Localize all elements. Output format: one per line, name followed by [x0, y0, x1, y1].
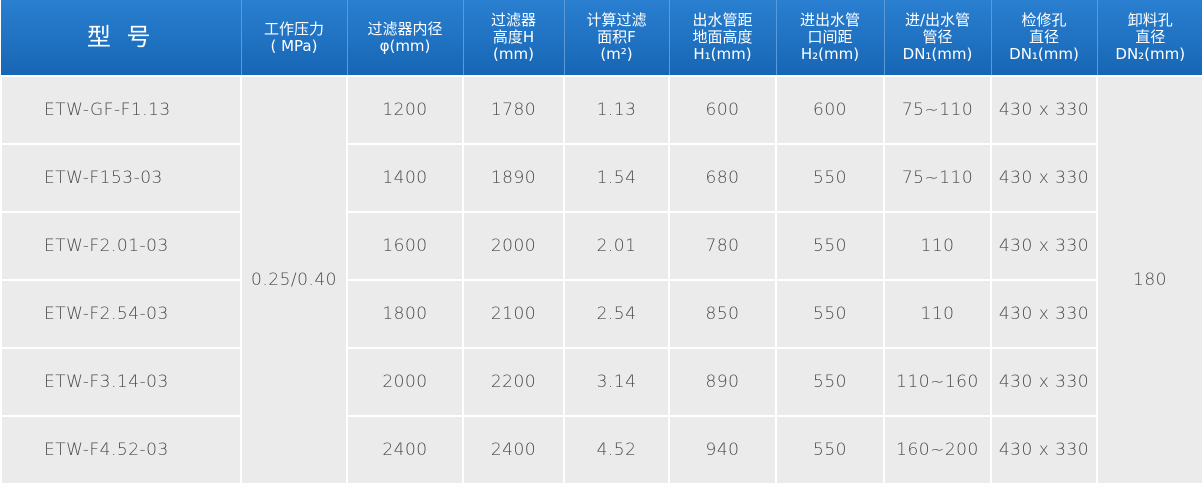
model-cell: ETW-F4.52-03 [0, 415, 242, 483]
model-cell: ETW-F3.14-03 [0, 347, 242, 417]
value-cell: 2400 [346, 415, 464, 483]
value-cell: 75~110 [883, 75, 992, 145]
value-cell: 2000 [346, 347, 464, 417]
header-line: DN₁(mm) [1009, 45, 1079, 63]
value-cell: 110 [883, 211, 992, 281]
value-cell: 160~200 [883, 415, 992, 483]
model-cell: ETW-F153-03 [0, 143, 242, 213]
header-cell: 进出水管 口间距 H₂(mm) [775, 0, 884, 76]
header-line: 工作压力 [263, 19, 324, 38]
value-cell: 780 [668, 211, 777, 281]
value-cell: 1.54 [563, 143, 670, 213]
header-line: 直径 [1028, 28, 1059, 46]
header-line: 检修孔 [1021, 11, 1067, 29]
value-cell: 550 [775, 211, 885, 281]
value-cell: 430 x 330 [990, 143, 1098, 213]
value-cell: 850 [668, 279, 777, 349]
header-line: φ(mm) [379, 36, 431, 55]
value-cell: 600 [668, 75, 777, 145]
header-line: H₂(mm) [800, 45, 860, 63]
header-line: 面积F [597, 28, 636, 46]
value-cell: 110 [883, 279, 992, 349]
header-line: 直径 [1135, 28, 1166, 46]
header-cell: 计算过滤 面积F (m²) [563, 0, 669, 76]
value-cell: 2000 [462, 211, 565, 281]
value-cell: 1890 [462, 143, 565, 213]
header-line: H₁(mm) [693, 45, 752, 63]
table-row: ETW-F2.01-03 1600 2000 2.01 780 550 110 430 x 3… [0, 211, 1202, 281]
value-cell: 550 [775, 415, 885, 483]
value-cell: 3.14 [563, 347, 670, 417]
value-cell: 75~110 [883, 143, 992, 213]
header-line: 型 号 [86, 23, 155, 51]
value-cell: 1200 [346, 75, 464, 145]
header-line: (m²) [600, 45, 633, 63]
model-cell: ETW-GF-F1.13 [0, 75, 242, 145]
value-cell: 940 [668, 415, 777, 483]
model-cell: ETW-F2.54-03 [0, 279, 242, 349]
header-cell: 过滤器 高度H (mm) [462, 0, 564, 76]
value-cell: 1.13 [563, 75, 670, 145]
value-cell: 550 [775, 279, 885, 349]
value-cell: 600 [775, 75, 885, 145]
value-cell: 2200 [462, 347, 565, 417]
header-line: DN₁(mm) [902, 45, 973, 63]
value-cell: 430 x 330 [990, 279, 1098, 349]
value-cell: 2400 [462, 415, 565, 483]
header-line: ( MPa) [270, 36, 318, 55]
pressure-cell: 0.25/0.40 [240, 75, 348, 483]
model-cell: ETW-F2.01-03 [0, 211, 242, 281]
value-cell: 4.52 [563, 415, 670, 483]
header-line: 计算过滤 [586, 11, 647, 29]
header-line: DN₂(mm) [1115, 45, 1186, 63]
value-cell: 1800 [346, 279, 464, 349]
table-row: ETW-F153-03 1400 1890 1.54 680 550 75~110 430 x… [0, 143, 1202, 213]
header-line: 进出水管 [799, 11, 860, 29]
header-line: 卸料孔 [1127, 11, 1173, 29]
table-body: ETW-GF-F1.13 0.25/0.40 1200 1780 1.13 600 600 7… [0, 75, 1202, 483]
discharge-cell: 180 [1096, 75, 1202, 483]
value-cell: 550 [775, 143, 885, 213]
header-line: 过滤器内径 [367, 19, 443, 38]
table-row: ETW-F4.52-03 2400 2400 4.52 940 550 160~200 430… [0, 415, 1202, 483]
value-cell: 890 [668, 347, 777, 417]
header-line: 管径 [922, 28, 953, 46]
value-cell: 1600 [346, 211, 464, 281]
value-cell: 110~160 [883, 347, 992, 417]
header-row: 型 号工作压力( MPa) 过滤器内径 φ(mm) 过滤器 高度H (mm) 计算过滤 面积F… [1, 0, 1202, 76]
header-line: 出水管距 [692, 11, 753, 29]
value-cell: 430 x 330 [990, 347, 1098, 417]
header-line: (mm) [493, 45, 534, 63]
header-line: 进/出水管 [904, 11, 971, 29]
table-row: ETW-F2.54-03 1800 2100 2.54 850 550 110 430 x 3… [0, 279, 1202, 349]
value-cell: 1400 [346, 143, 464, 213]
header-cell: 检修孔 直径 DN₁(mm) [990, 0, 1097, 76]
header-cell: 卸料孔 直径 DN₂(mm) [1096, 0, 1202, 76]
table-row: ETW-GF-F1.13 0.25/0.40 1200 1780 1.13 600 600 7… [0, 75, 1202, 483]
header-line: 地面高度 [692, 28, 753, 46]
value-cell: 550 [775, 347, 885, 417]
header-cell: 出水管距 地面高度 H₁(mm) [668, 0, 776, 76]
table-row: ETW-F3.14-03 2000 2200 3.14 890 550 110~160 430… [0, 347, 1202, 417]
value-cell: 680 [668, 143, 777, 213]
header-line: 口间距 [807, 28, 853, 46]
header-cell: 型 号 [1, 0, 241, 76]
header-cell: 进/出水管 管径 DN₁(mm) [883, 0, 991, 76]
header-cell: 过滤器内径 φ(mm) [346, 0, 463, 76]
value-cell: 2100 [462, 279, 565, 349]
value-cell: 2.01 [563, 211, 670, 281]
value-cell: 430 x 330 [990, 211, 1098, 281]
header-line: 高度H [492, 28, 535, 46]
value-cell: 430 x 330 [990, 75, 1098, 145]
value-cell: 1780 [462, 75, 565, 145]
value-cell: 430 x 330 [990, 415, 1098, 483]
value-cell: 2.54 [563, 279, 670, 349]
header-cell: 工作压力( MPa) [240, 0, 347, 76]
header-line: 过滤器 [490, 11, 536, 29]
